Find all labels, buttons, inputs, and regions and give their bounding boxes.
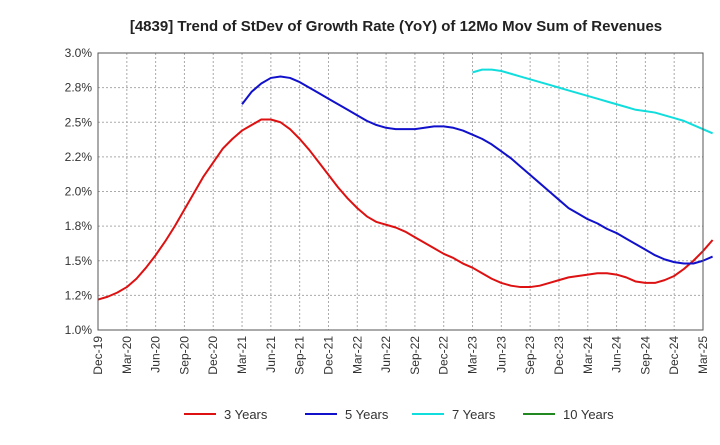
series-line-3-years (97, 118, 714, 301)
y-tick-label: 1.5% (65, 254, 93, 268)
x-tick-label: Jun-22 (379, 336, 393, 373)
x-tick-label: Mar-23 (466, 336, 480, 374)
x-tick-label: Mar-24 (581, 336, 595, 374)
x-tick-label: Dec-20 (206, 336, 220, 375)
y-tick-label: 2.8% (65, 81, 93, 95)
chart-title: [4839] Trend of StDev of Growth Rate (Yo… (130, 18, 662, 35)
legend-label-3-years: 3 Years (224, 407, 268, 422)
x-tick-label: Jun-20 (149, 336, 163, 373)
legend-label-5-years: 5 Years (345, 407, 389, 422)
x-tick-label: Dec-21 (321, 336, 335, 375)
legend-label-7-years: 7 Years (452, 407, 496, 422)
series-line-5-years (241, 75, 713, 265)
y-tick-label: 2.2% (65, 150, 93, 164)
y-tick-label: 2.0% (65, 185, 93, 199)
series-layer (97, 68, 714, 301)
x-tick-label: Dec-22 (437, 336, 451, 375)
x-tick-label: Dec-23 (552, 336, 566, 375)
x-tick-label: Mar-21 (235, 336, 249, 374)
x-tick-label: Sep-24 (638, 336, 652, 375)
x-tick-label: Jun-24 (610, 336, 624, 373)
y-tick-label: 3.0% (65, 46, 93, 60)
x-tick-label: Mar-22 (350, 336, 364, 374)
x-tick-label: Jun-21 (264, 336, 278, 373)
x-tick-label: Sep-22 (408, 336, 422, 375)
x-tick-label: Sep-20 (177, 336, 191, 375)
x-tick-label: Mar-25 (696, 336, 710, 374)
x-axis: Dec-19 Mar-20 Jun-20 Sep-20 Dec-20 Mar-21 Jun-… (91, 336, 710, 375)
plot-area (97, 52, 704, 331)
x-tick-label: Jun-23 (494, 336, 508, 373)
x-tick-label: Sep-21 (293, 336, 307, 375)
y-tick-label: 1.8% (65, 219, 93, 233)
y-tick-label: 2.5% (65, 115, 93, 129)
x-tick-label: Mar-20 (120, 336, 134, 374)
x-tick-label: Dec-24 (667, 336, 681, 375)
grid (97, 52, 704, 331)
y-tick-label: 1.0% (65, 323, 93, 337)
legend: 3 Years 5 Years 7 Years 10 Years (184, 407, 614, 422)
series-line-7-years (472, 68, 713, 135)
y-tick-label: 1.2% (65, 288, 93, 302)
x-tick-label: Dec-19 (91, 336, 105, 375)
legend-label-10-years: 10 Years (563, 407, 614, 422)
x-tick-label: Sep-23 (523, 336, 537, 375)
y-axis: 3.0% 2.8% 2.5% 2.2% 2.0% 1.8% 1.5% 1.2% 1.0% (65, 46, 93, 337)
